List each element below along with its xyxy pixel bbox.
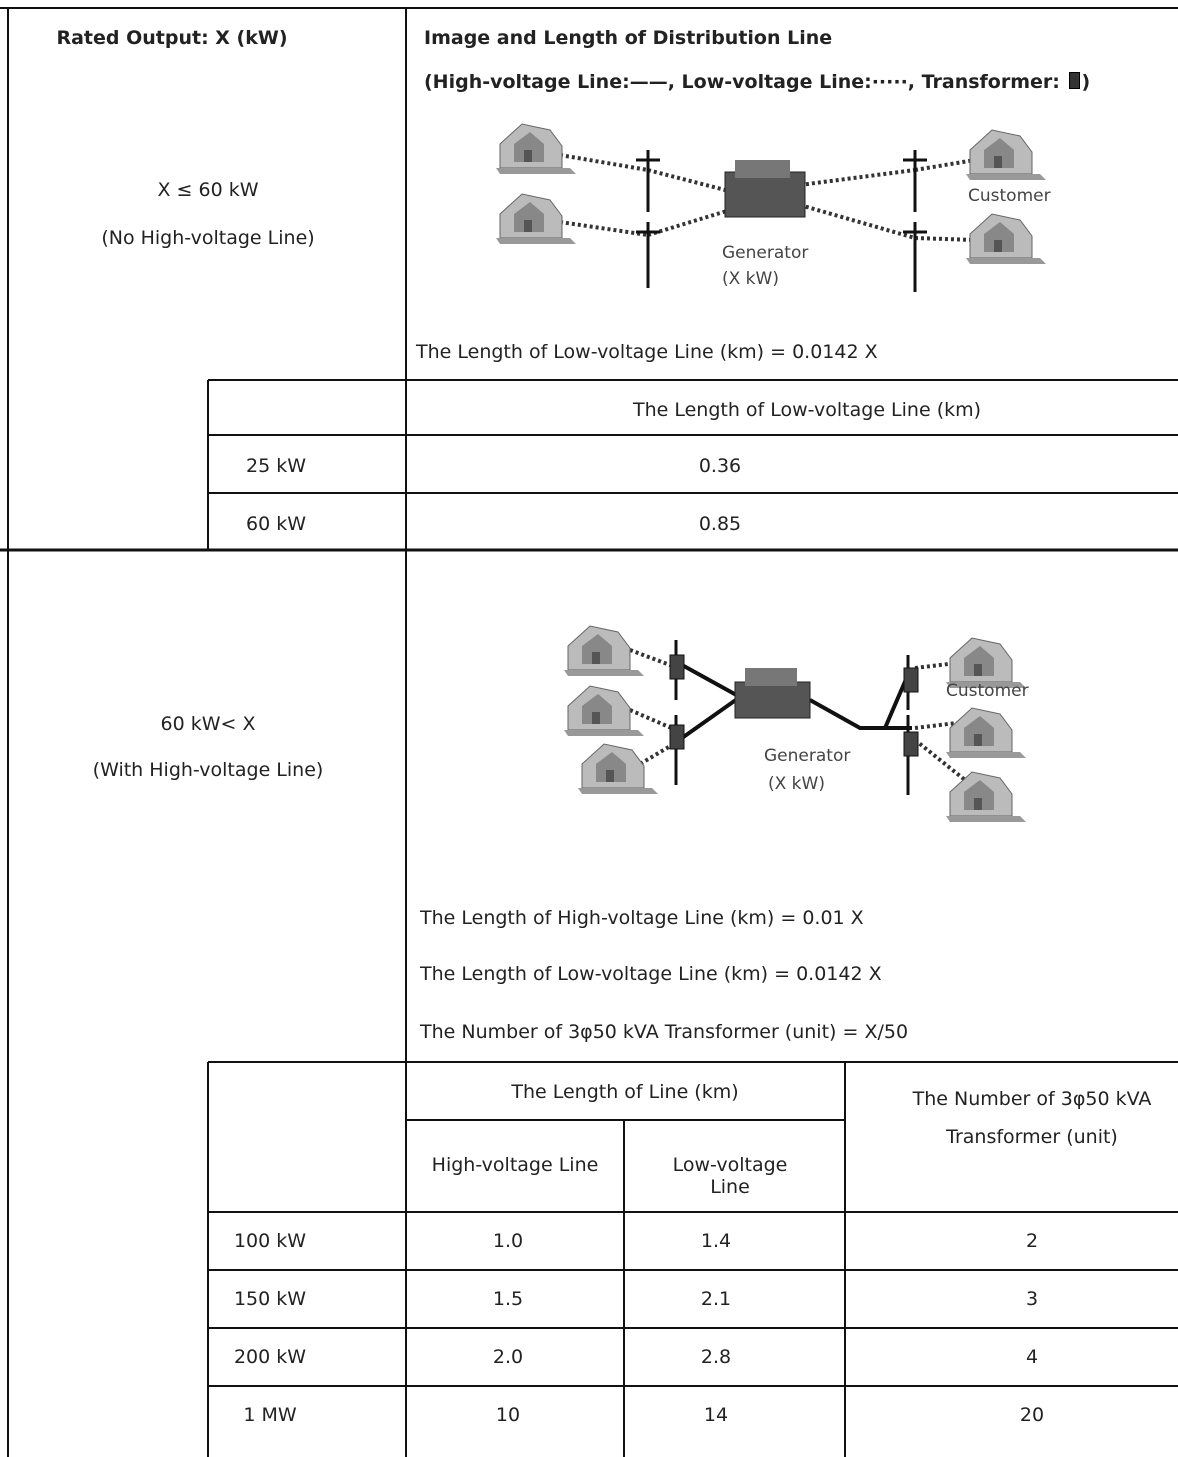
cell: 0.36 (698, 455, 742, 477)
cell: 1.4 (700, 1230, 732, 1252)
cell: 20 (1019, 1404, 1045, 1426)
cell: 3 (1025, 1288, 1039, 1310)
diagram-high-voltage (563, 625, 1027, 823)
cell: 2.8 (700, 1346, 732, 1368)
diagram-low-voltage (495, 123, 1047, 292)
cell: 4 (1025, 1346, 1039, 1368)
cell: 10 (495, 1404, 521, 1426)
generator-label: Generator (764, 746, 851, 766)
header-legend: (High-voltage Line:——, Low-voltage Line:… (424, 70, 1090, 94)
generator-rating: (X kW) (768, 774, 825, 794)
generator-rating: (X kW) (722, 269, 779, 289)
legend-text: (High-voltage Line:——, Low-voltage Line:… (424, 71, 1060, 93)
sub-header: High-voltage Line (431, 1154, 599, 1176)
condition: X ≤ 60 kW (157, 179, 259, 201)
cell: 0.85 (698, 513, 742, 535)
row-label: 200 kW (233, 1346, 307, 1368)
cell: 1.5 (492, 1288, 524, 1310)
row-label: 1 MW (243, 1404, 297, 1426)
formula: The Number of 3φ50 kVA Transformer (unit… (420, 1021, 909, 1043)
group-header: The Length of Line (km) (511, 1081, 739, 1103)
legend-close: ) (1081, 71, 1091, 93)
row-label: 100 kW (233, 1230, 307, 1252)
cell: 1.0 (492, 1230, 524, 1252)
row-label: 25 kW (245, 455, 307, 477)
condition-note: (No High-voltage Line) (101, 227, 315, 249)
cell: 2 (1025, 1230, 1039, 1252)
table-header: The Length of Low-voltage Line (km) (632, 399, 982, 421)
header-left: Rated Output: X (kW) (56, 27, 288, 49)
customer-label: Customer (946, 681, 1029, 701)
formula: The Length of Low-voltage Line (km) = 0.… (416, 341, 878, 363)
formula: The Length of High-voltage Line (km) = 0… (420, 907, 864, 929)
sub-header: Low-voltage Line (672, 1154, 788, 1198)
cell: 14 (703, 1404, 729, 1426)
condition: 60 kW< X (160, 713, 256, 735)
row-label: 60 kW (245, 513, 307, 535)
generator-label: Generator (722, 243, 809, 263)
header-right-title: Image and Length of Distribution Line (424, 27, 833, 49)
transformer-icon (1068, 72, 1080, 89)
row-label: 150 kW (233, 1288, 307, 1310)
formula: The Length of Low-voltage Line (km) = 0.… (420, 963, 882, 985)
condition-note: (With High-voltage Line) (92, 759, 324, 781)
customer-label: Customer (968, 186, 1051, 206)
grid-lines (0, 7, 1178, 1457)
transformer-header: The Number of 3φ50 kVA Transformer (unit… (912, 1088, 1152, 1148)
cell: 2.0 (492, 1346, 524, 1368)
cell: 2.1 (700, 1288, 732, 1310)
